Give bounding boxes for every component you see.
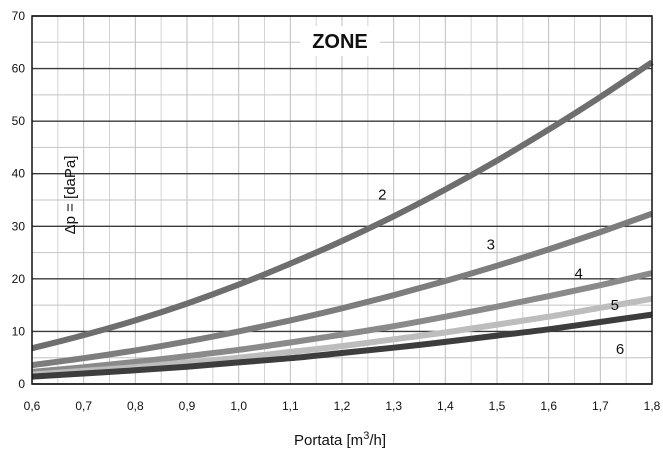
x-tick-label: 1,0 xyxy=(230,399,247,413)
series-line-3 xyxy=(31,210,653,369)
y-axis-label: Δp = [daPa] xyxy=(62,156,79,235)
series-labels: 2 3 4 5 6 xyxy=(378,187,624,358)
x-tick-label: 1,6 xyxy=(540,399,557,413)
x-tick-label: 0,7 xyxy=(75,399,92,413)
plot-frame xyxy=(31,15,653,385)
series-label-6: 6 xyxy=(616,341,624,358)
y-tick-label: 20 xyxy=(12,272,26,286)
y-tick-label: 30 xyxy=(12,219,26,233)
x-axis-label-main: Portata [m xyxy=(294,432,363,449)
y-tick-label: 60 xyxy=(12,62,26,76)
y-tick-label: 0 xyxy=(18,377,25,391)
series-lines xyxy=(31,59,654,380)
x-axis-label-end: /h] xyxy=(369,432,386,449)
series-line-2 xyxy=(31,59,654,352)
x-tick-label: 1,1 xyxy=(282,399,299,413)
y-tick-label: 10 xyxy=(12,324,26,338)
x-axis-ticks: 0,6 0,7 0,8 0,9 1,0 1,1 1,2 1,3 1,4 1,5 1,6 1,7 1,8 xyxy=(24,399,661,413)
x-tick-label: 1,7 xyxy=(592,399,609,413)
x-tick-label: 1,4 xyxy=(437,399,454,413)
series-label-3: 3 xyxy=(487,237,495,254)
series-label-5: 5 xyxy=(611,297,619,314)
series-line-6 xyxy=(31,311,653,380)
y-tick-label: 40 xyxy=(12,167,26,181)
y-axis-ticks: 0 10 20 30 40 50 60 70 xyxy=(12,9,26,391)
series-line-4 xyxy=(31,270,653,375)
y-tick-label: 50 xyxy=(12,114,26,128)
x-axis-label: Portata [m3/h] xyxy=(294,430,386,449)
chart-title: ZONE xyxy=(312,31,368,53)
series-label-2: 2 xyxy=(378,187,386,204)
x-tick-label: 1,5 xyxy=(489,399,506,413)
y-tick-label: 70 xyxy=(12,9,26,23)
series-label-4: 4 xyxy=(575,266,583,283)
x-tick-label: 1,8 xyxy=(644,399,661,413)
x-tick-label: 0,9 xyxy=(179,399,196,413)
title-background xyxy=(300,26,380,56)
x-tick-label: 1,2 xyxy=(334,399,351,413)
x-tick-label: 0,6 xyxy=(24,399,41,413)
x-tick-label: 0,8 xyxy=(127,399,144,413)
x-axis-label-superscript: 3 xyxy=(363,430,369,442)
series-line-5 xyxy=(31,295,653,378)
x-tick-label: 1,3 xyxy=(385,399,402,413)
